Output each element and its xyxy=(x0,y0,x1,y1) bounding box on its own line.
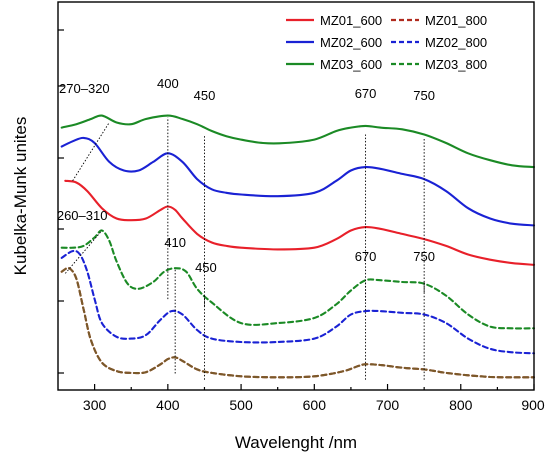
series-line-mz02-600 xyxy=(60,136,536,227)
annotation-400-600: 400 xyxy=(157,76,179,91)
series-line-mz01-800-blend xyxy=(60,266,536,379)
annotation-750-800: 750 xyxy=(413,249,435,264)
x-tick-label-600: 600 xyxy=(303,397,327,413)
legend-label-mz01-800: MZ01_800 xyxy=(425,13,487,28)
legend-label-mz03-600: MZ03_600 xyxy=(320,57,382,72)
x-tick-label-700: 700 xyxy=(376,397,400,413)
plot-frame xyxy=(57,1,535,391)
series-line-mz01-600 xyxy=(64,179,536,266)
y-ticks xyxy=(58,29,64,374)
range-guide-1 xyxy=(64,230,103,274)
x-tick-label-500: 500 xyxy=(229,397,253,413)
series-line-mz03-600 xyxy=(60,114,536,169)
y-axis-title: Kubelka-Munk unites xyxy=(11,117,30,276)
annotation-410-800: 410 xyxy=(164,235,186,250)
annotation-270-320-600: 270–320 xyxy=(59,81,110,96)
legend: MZ01_600 MZ01_800 MZ02_600 MZ02_800 MZ03_600… xyxy=(286,13,487,72)
x-tick-label-900: 900 xyxy=(521,397,545,413)
series-line-mz03-800 xyxy=(60,229,536,330)
legend-label-mz02-800: MZ02_800 xyxy=(425,35,487,50)
annotation-670-800: 670 xyxy=(355,249,377,264)
reference-lines xyxy=(64,117,425,380)
x-tick-label-400: 400 xyxy=(156,397,180,413)
annotations: 270–320 400 450 670 750 260–310 410 450 670 750 xyxy=(57,76,435,275)
annotation-450-800: 450 xyxy=(195,260,217,275)
annotation-260-310-800: 260–310 xyxy=(57,208,108,223)
range-guide-0 xyxy=(72,122,110,182)
x-tick-label-300: 300 xyxy=(83,397,107,413)
x-axis-title: Wavelenght /nm xyxy=(235,433,357,452)
series-layer xyxy=(60,114,536,379)
annotation-450-600: 450 xyxy=(194,88,216,103)
legend-label-mz01-600: MZ01_600 xyxy=(320,13,382,28)
legend-label-mz03-800: MZ03_800 xyxy=(425,57,487,72)
annotation-670-600: 670 xyxy=(355,86,377,101)
annotation-750-600: 750 xyxy=(413,88,435,103)
x-ticks: 300 400 500 600 700 800 900 xyxy=(83,384,545,413)
axes xyxy=(57,1,535,391)
series-line-mz02-800 xyxy=(60,249,536,355)
series-line-mz01-800 xyxy=(60,266,536,379)
x-tick-label-800: 800 xyxy=(449,397,473,413)
legend-label-mz02-600: MZ02_600 xyxy=(320,35,382,50)
